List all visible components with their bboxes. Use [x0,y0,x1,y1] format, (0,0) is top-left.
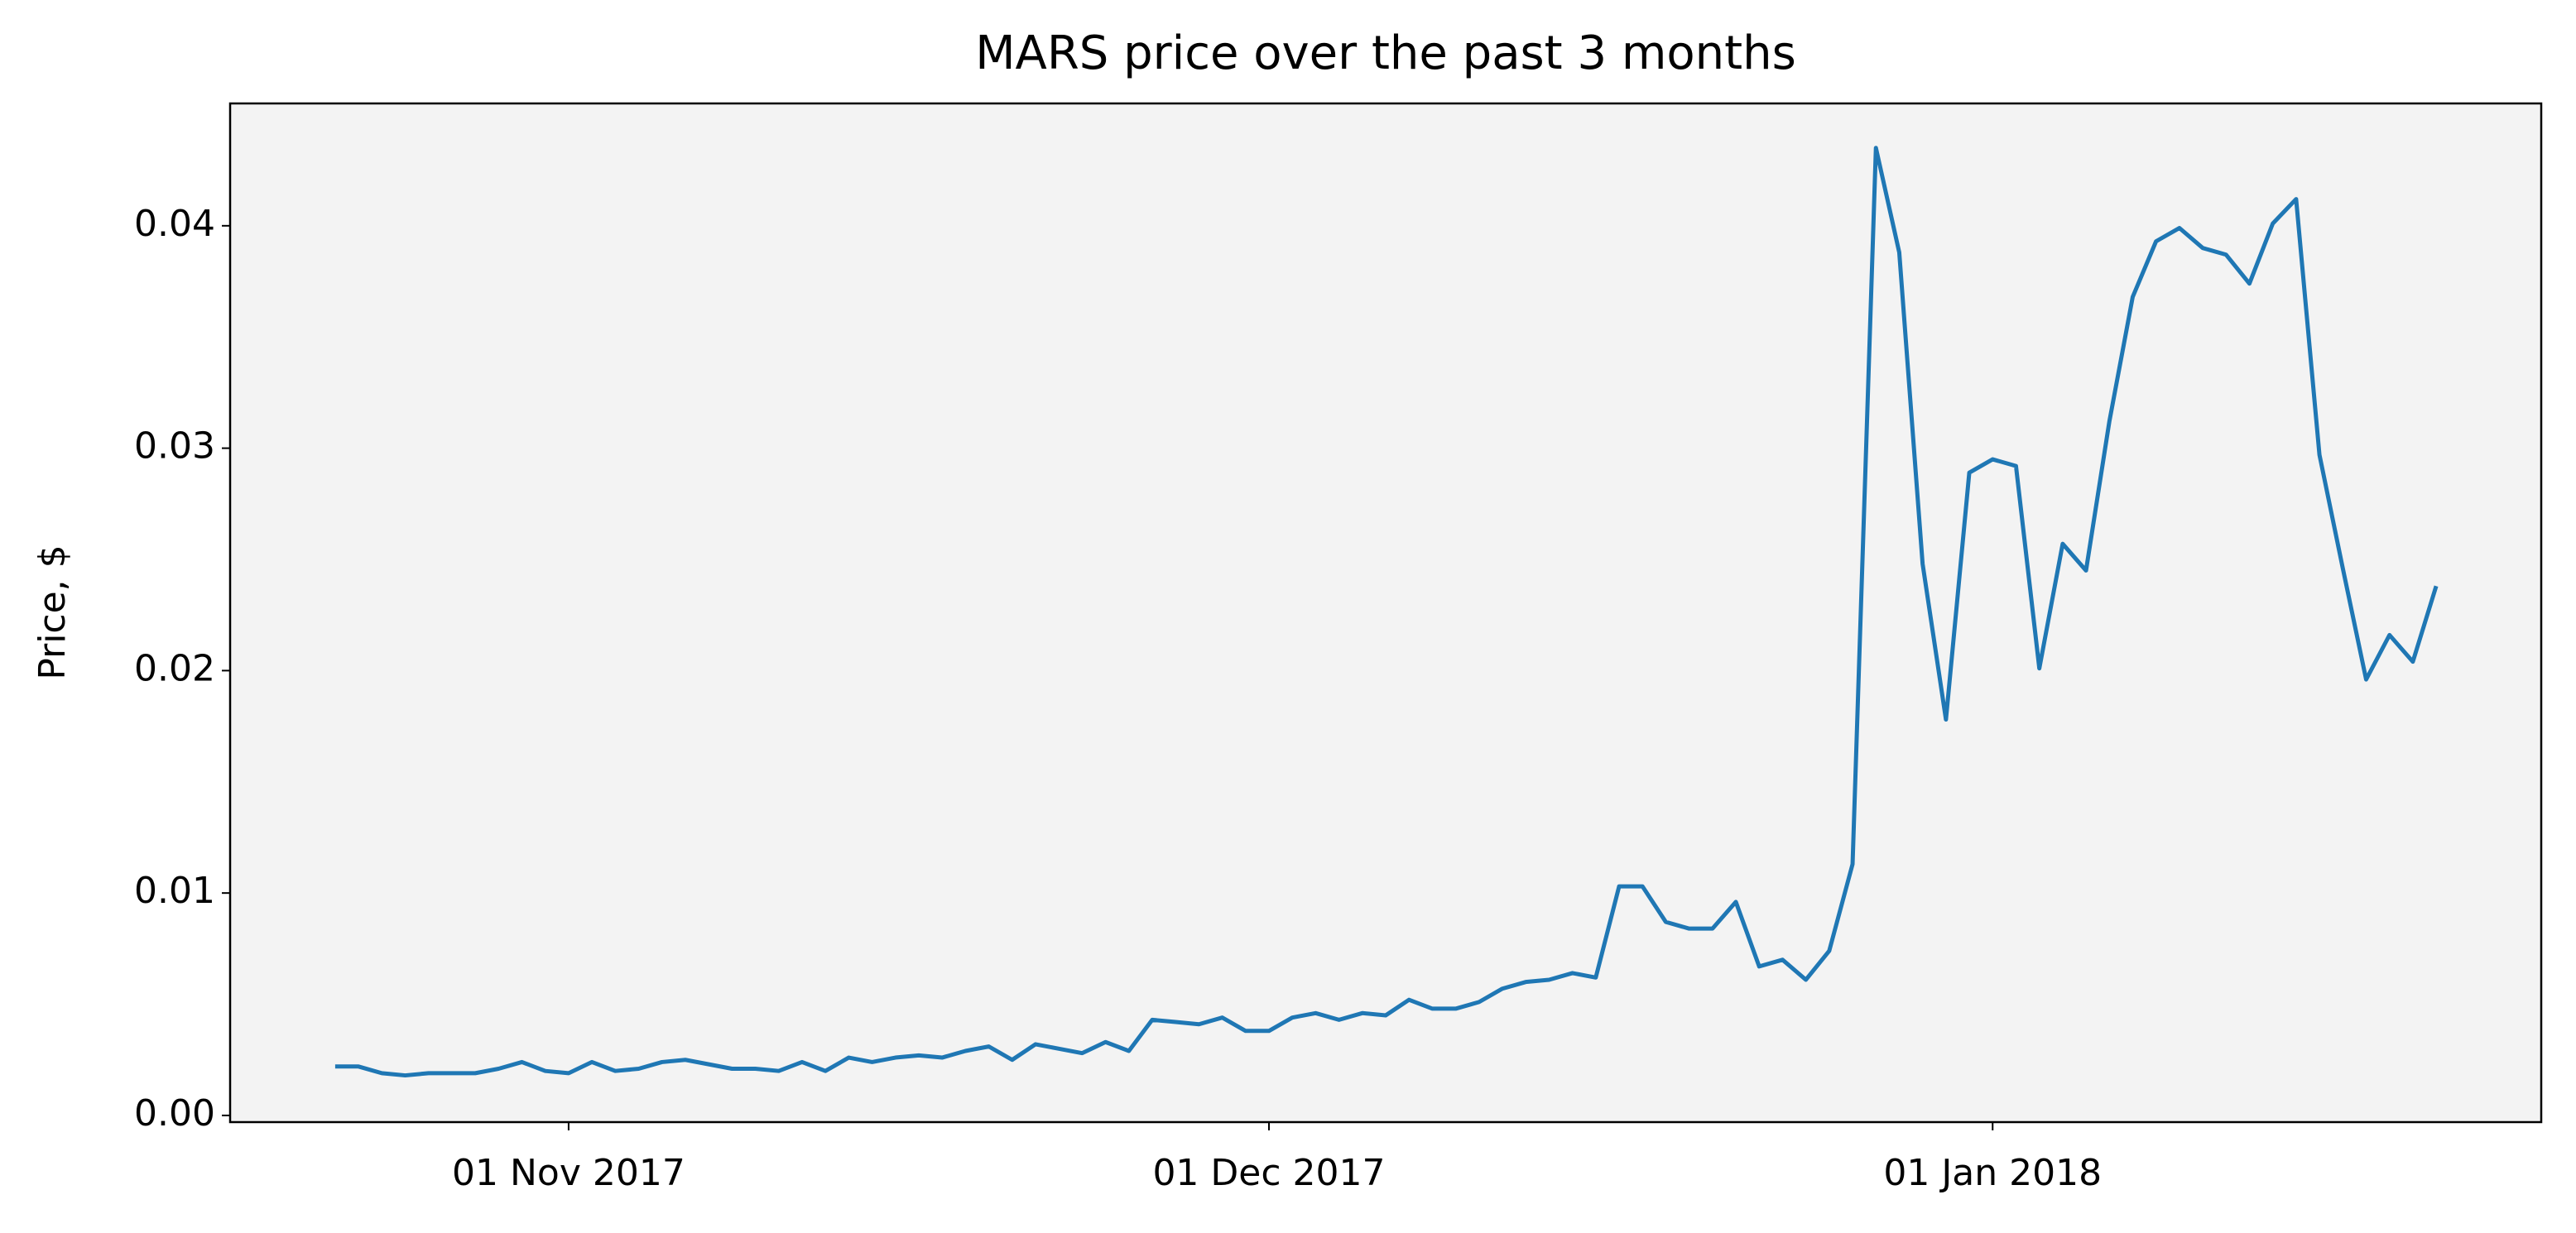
plot-frame [228,102,2543,1124]
chart-title: MARS price over the past 3 months [975,26,1796,80]
x-tick-label: 01 Jan 2018 [1883,1152,2102,1194]
y-tick-label: 0.04 [134,203,215,245]
x-tick-label: 01 Dec 2017 [1152,1152,1385,1194]
plot-area [230,103,2541,1122]
y-tick-label: 0.01 [134,870,215,912]
price-line [334,146,2439,1078]
y-tick-label: 0.00 [134,1092,215,1135]
y-tick-label: 0.03 [134,425,215,468]
y-tick-label: 0.02 [134,647,215,689]
y-axis-label: Price, $ [31,545,74,679]
x-tick-label: 01 Nov 2017 [452,1152,685,1194]
